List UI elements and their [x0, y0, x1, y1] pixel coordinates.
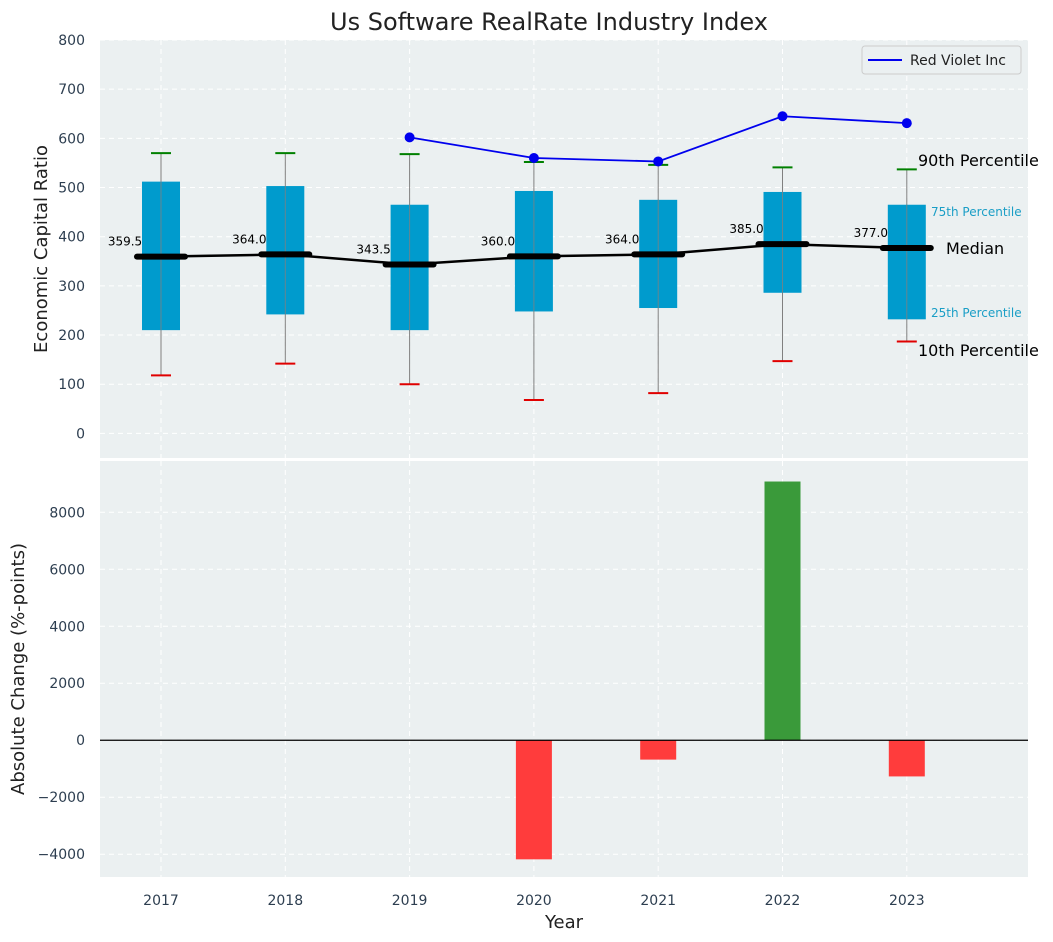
x-tick-label: 2022	[765, 893, 801, 909]
x-axis-label: Year	[544, 912, 584, 933]
top-y-tick-label: 800	[58, 33, 85, 49]
box-2023	[887, 168, 926, 343]
median-value-label: 359.5	[108, 235, 142, 249]
median-value-label: 343.5	[356, 242, 390, 256]
change-bar-2021	[640, 740, 677, 760]
annotation-p25: 25th Percentile	[931, 306, 1022, 320]
box-2020	[514, 160, 553, 401]
red-violet-point	[404, 132, 415, 143]
top-y-tick-label: 600	[58, 131, 85, 147]
median-value-label: 377.0	[854, 226, 888, 240]
change-bar-2023	[888, 740, 925, 777]
top-y-tick-label: 500	[58, 181, 85, 197]
x-tick-label: 2017	[143, 893, 179, 909]
x-tick-label: 2023	[889, 893, 925, 909]
top-y-axis-label: Economic Capital Ratio	[31, 145, 52, 353]
red-violet-point	[901, 118, 912, 129]
change-bar-2020	[515, 740, 552, 860]
annotation-p75: 75th Percentile	[931, 205, 1022, 219]
bottom-y-tick-label: −2000	[38, 790, 85, 806]
x-tick-label: 2019	[392, 893, 428, 909]
red-violet-point	[653, 156, 664, 167]
median-value-label: 364.0	[232, 232, 266, 246]
box-plot: 359.5 364.0 343.5 360.0 364.0 385.0 377.0	[108, 111, 934, 401]
bottom-y-ticks: −4000 −2000 0 2000 4000 6000 8000	[38, 505, 85, 863]
top-y-tick-label: 700	[58, 82, 85, 98]
legend-entry-red-violet: Red Violet Inc	[910, 53, 1006, 69]
chart-title: Us Software RealRate Industry Index	[330, 8, 768, 36]
annotation-p10: 10th Percentile	[918, 341, 1039, 360]
median-value-label: 360.0	[481, 234, 515, 248]
bottom-y-tick-label: 4000	[49, 619, 85, 635]
box-2018	[266, 152, 305, 365]
x-tick-label: 2021	[640, 893, 676, 909]
change-bar-2022	[764, 481, 801, 741]
top-y-tick-label: 100	[58, 377, 85, 393]
bottom-y-tick-label: −4000	[38, 847, 85, 863]
bottom-y-tick-label: 0	[76, 733, 85, 749]
annotation-median: Median	[946, 239, 1004, 258]
median-value-label: 385.0	[729, 222, 763, 236]
bottom-y-axis-label: Absolute Change (%-points)	[8, 543, 29, 795]
top-y-tick-label: 0	[76, 426, 85, 442]
change-bars	[100, 481, 1028, 860]
top-plot-area	[100, 40, 1028, 458]
top-y-ticks: 0 100 200 300 400 500 600 700 800	[58, 33, 85, 442]
top-y-tick-label: 200	[58, 328, 85, 344]
x-tick-label: 2020	[516, 893, 552, 909]
bottom-plot-area	[100, 461, 1028, 877]
top-y-tick-label: 400	[58, 230, 85, 246]
top-y-tick-label: 300	[58, 279, 85, 295]
bottom-y-tick-label: 6000	[49, 562, 85, 578]
annotation-p90: 90th Percentile	[918, 151, 1039, 170]
median-value-label: 364.0	[605, 232, 639, 246]
legend-box	[861, 45, 1022, 75]
bottom-y-tick-label: 8000	[49, 505, 85, 521]
legend: Red Violet Inc	[861, 45, 1022, 75]
bottom-y-tick-label: 2000	[49, 676, 85, 692]
x-ticks: 2017 2018 2019 2020 2021 2022 2023	[143, 893, 924, 909]
x-tick-label: 2018	[267, 893, 303, 909]
red-violet-point	[777, 111, 788, 122]
red-violet-point	[528, 153, 539, 164]
